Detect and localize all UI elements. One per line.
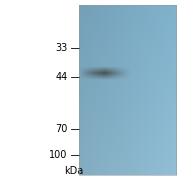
- Text: 70: 70: [55, 124, 68, 134]
- Text: kDa: kDa: [64, 166, 83, 176]
- Bar: [79, 5, 176, 175]
- Text: 44: 44: [55, 71, 68, 82]
- Text: 100: 100: [49, 150, 68, 160]
- Text: 33: 33: [55, 43, 68, 53]
